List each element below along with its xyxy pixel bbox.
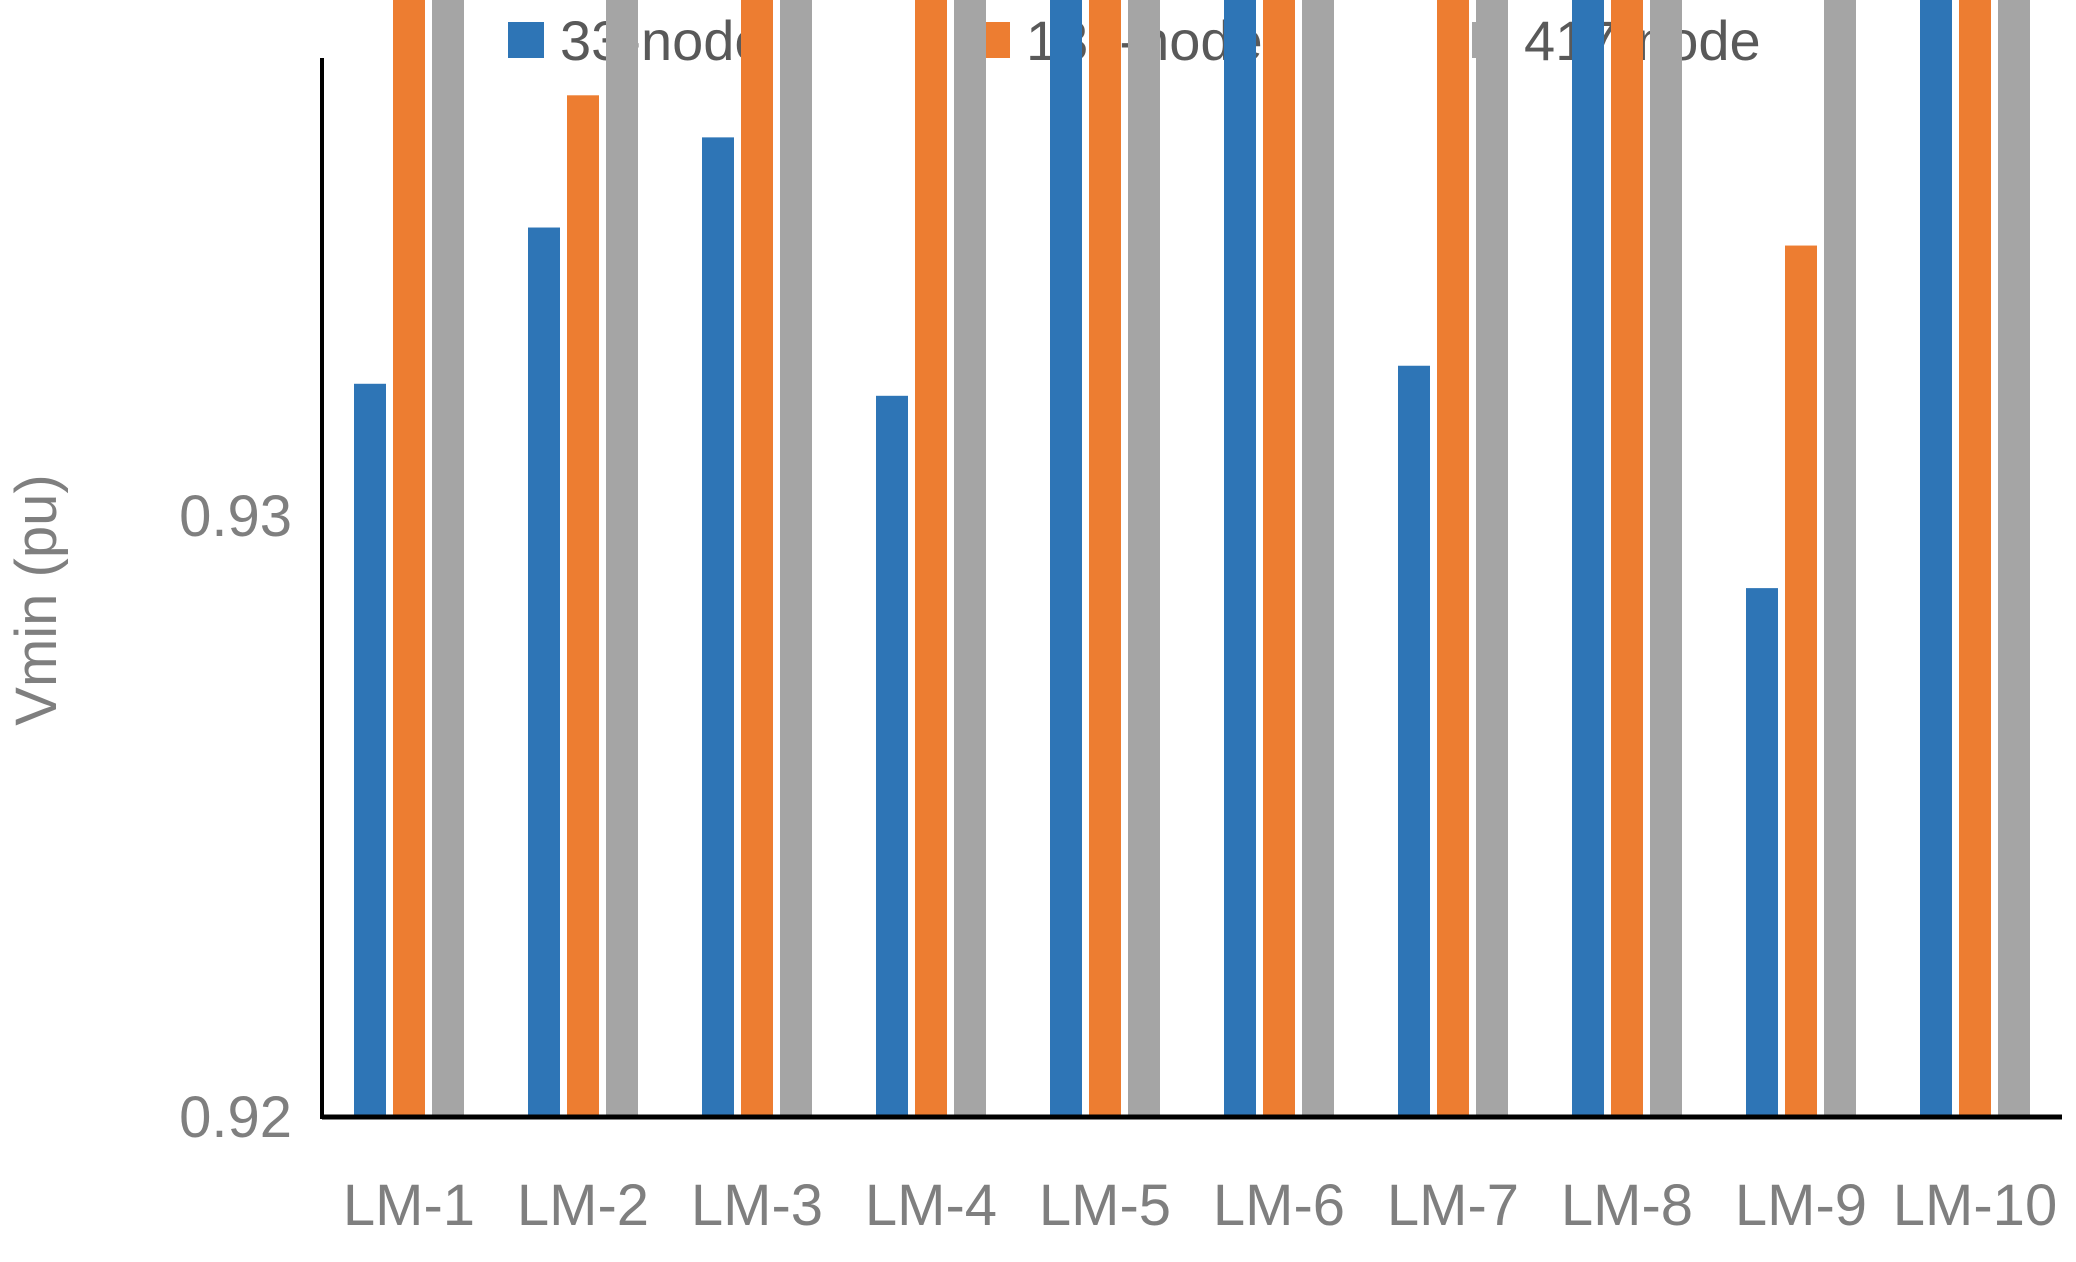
bar-33-node-LM-5 bbox=[1050, 0, 1082, 1118]
bar-137-node-LM-9 bbox=[1785, 245, 1817, 1118]
bar-417-node-LM-3 bbox=[780, 0, 812, 1117]
x-tick-label: LM-7 bbox=[1387, 1173, 1519, 1238]
legend-item-33-node: 33-node bbox=[508, 9, 766, 72]
y-tick-label: 0.92 bbox=[179, 1085, 292, 1150]
x-tick-label: LM-8 bbox=[1561, 1173, 1693, 1238]
bar-417-node-LM-9 bbox=[1824, 0, 1856, 1117]
bar-417-node-LM-5 bbox=[1128, 0, 1160, 1117]
bar-33-node-LM-4 bbox=[876, 395, 908, 1117]
bar-33-node-LM-7 bbox=[1398, 365, 1430, 1117]
bar-137-node-LM-10 bbox=[1959, 0, 1991, 1117]
bar-137-node-LM-2 bbox=[567, 95, 599, 1118]
x-axis: LM-1 LM-2 LM-3 LM-4 LM-5 LM-6 LM-7 LM-8 LM-9 LM-1… bbox=[322, 1114, 2062, 1238]
bar-137-node-LM-5 bbox=[1089, 0, 1121, 1117]
x-tick-label: LM-1 bbox=[343, 1173, 475, 1238]
bar-417-node-LM-6 bbox=[1302, 0, 1334, 1117]
y-tick-label: 0.93 bbox=[179, 484, 292, 549]
y-axis: 0.920.930.940.95 bbox=[179, 58, 324, 1150]
bar-137-node-LM-4 bbox=[915, 0, 947, 1117]
bar-417-node-LM-10 bbox=[1998, 0, 2030, 1117]
x-tick-label: LM-6 bbox=[1213, 1173, 1345, 1238]
bar-137-node-LM-6 bbox=[1263, 0, 1295, 1117]
bar-137-node-LM-3 bbox=[741, 0, 773, 1118]
x-tick-label: LM-10 bbox=[1893, 1173, 2057, 1238]
bar-33-node-LM-3 bbox=[702, 137, 734, 1117]
bar-417-node-LM-8 bbox=[1650, 0, 1682, 1118]
x-tick-label: LM-4 bbox=[865, 1173, 997, 1238]
bar-417-node-LM-2 bbox=[606, 0, 638, 1117]
legend-swatch bbox=[508, 22, 544, 58]
bar-33-node-LM-10 bbox=[1920, 0, 1952, 1117]
bar-137-node-LM-8 bbox=[1611, 0, 1643, 1117]
bar-33-node-LM-6 bbox=[1224, 0, 1256, 1117]
x-tick-label: LM-5 bbox=[1039, 1173, 1171, 1238]
bar-33-node-LM-2 bbox=[528, 227, 560, 1117]
x-tick-label: LM-3 bbox=[691, 1173, 823, 1238]
bars bbox=[354, 0, 2030, 1118]
bar-137-node-LM-7 bbox=[1437, 0, 1469, 1117]
bar-33-node-LM-9 bbox=[1746, 588, 1778, 1117]
y-axis-title: Vmin (pu) bbox=[4, 474, 69, 725]
bar-33-node-LM-1 bbox=[354, 383, 386, 1117]
bar-417-node-LM-7 bbox=[1476, 0, 1508, 1118]
bar-33-node-LM-8 bbox=[1572, 0, 1604, 1117]
legend-label: 33-node bbox=[560, 9, 766, 72]
x-tick-label: LM-9 bbox=[1735, 1173, 1867, 1238]
bar-417-node-LM-4 bbox=[954, 0, 986, 1117]
x-tick-label: LM-2 bbox=[517, 1173, 649, 1238]
bar-417-node-LM-1 bbox=[432, 0, 464, 1117]
bar-137-node-LM-1 bbox=[393, 0, 425, 1118]
